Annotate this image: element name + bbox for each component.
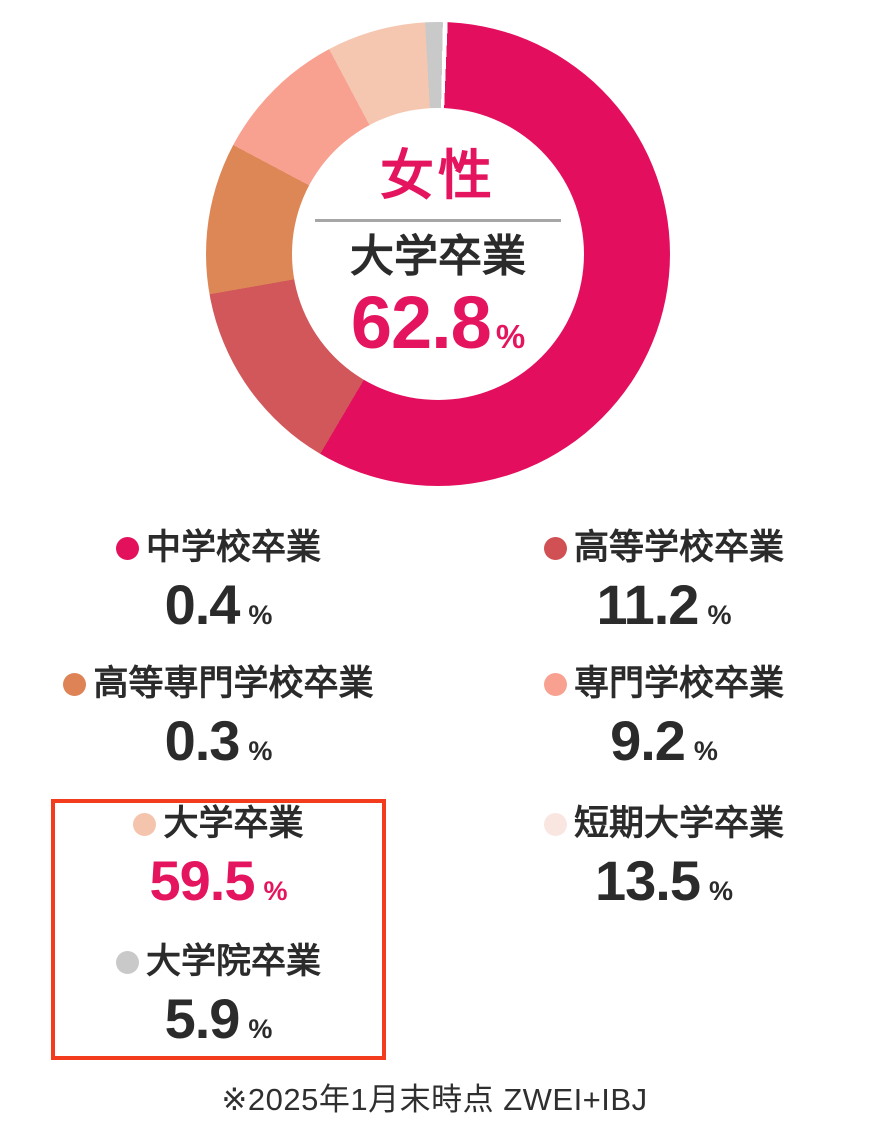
legend-value-unit: % <box>248 1013 273 1044</box>
legend-label: 大学卒業 <box>163 804 304 843</box>
legend-value-number: 0.4 <box>164 572 241 636</box>
legend-swatch-icon <box>63 672 87 696</box>
legend-value: 0.3 % <box>165 709 273 773</box>
legend-value: 5.9 % <box>165 987 273 1051</box>
legend-value-unit: % <box>707 599 732 630</box>
legend-value: 59.5 % <box>149 849 287 913</box>
footnote: ※2025年1月末時点 ZWEI+IBJ <box>221 1082 648 1117</box>
legend-item-junior-college: 短期大学卒業 13.5 % <box>460 802 868 913</box>
legend-value: 11.2 % <box>597 573 732 637</box>
legend-label-row: 大学卒業 <box>133 802 304 847</box>
legend-swatch-icon <box>543 812 567 836</box>
legend-item-junior-high: 中学校卒業 0.4 % <box>0 526 437 637</box>
legend-swatch-icon <box>115 950 139 974</box>
legend-label: 高等学校卒業 <box>573 528 784 567</box>
donut-center: 女性 大学卒業 62.8 % <box>292 108 584 400</box>
legend-value-number: 0.3 <box>164 708 241 772</box>
legend-label-row: 中学校卒業 <box>115 526 321 571</box>
legend-value-number: 5.9 <box>164 986 241 1050</box>
legend-label: 中学校卒業 <box>145 528 321 567</box>
legend-value: 0.4 % <box>165 573 273 637</box>
donut-chart: 女性 大学卒業 62.8 % <box>206 22 670 486</box>
legend-item-graduate-school: 大学院卒業 5.9 % <box>0 940 437 1051</box>
legend-value-unit: % <box>263 875 288 906</box>
legend-label-row: 高等学校卒業 <box>543 526 784 571</box>
legend-label-row: 大学院卒業 <box>115 940 321 985</box>
legend-item-vocational-school: 専門学校卒業 9.2 % <box>460 662 868 773</box>
center-group-label: 女性 <box>380 146 496 207</box>
legend-value-unit: % <box>693 735 718 766</box>
legend-label-row: 専門学校卒業 <box>543 662 784 707</box>
legend-item-technical-college: 高等専門学校卒業 0.3 % <box>0 662 437 773</box>
legend-swatch-icon <box>543 672 567 696</box>
center-divider <box>315 218 561 222</box>
legend-label: 大学院卒業 <box>145 942 321 981</box>
center-value-number: 62.8 <box>350 280 492 364</box>
legend-value-number: 13.5 <box>594 848 701 912</box>
legend-item-university: 大学卒業 59.5 % <box>0 802 437 913</box>
highlight-box <box>51 799 386 1060</box>
legend-label-row: 高等専門学校卒業 <box>63 662 374 707</box>
center-value-unit: % <box>495 317 526 355</box>
legend-label-row: 短期大学卒業 <box>543 802 784 847</box>
legend-value-number: 11.2 <box>596 572 700 636</box>
legend-value: 13.5 % <box>595 849 733 913</box>
legend-label: 高等専門学校卒業 <box>93 664 374 703</box>
legend-label: 短期大学卒業 <box>573 804 784 843</box>
legend-value: 9.2 % <box>610 709 718 773</box>
legend-swatch-icon <box>543 536 567 560</box>
legend-value-unit: % <box>248 599 273 630</box>
legend-value-number: 9.2 <box>610 708 686 772</box>
legend-value-unit: % <box>248 735 273 766</box>
legend-swatch-icon <box>115 536 139 560</box>
legend-value-unit: % <box>708 875 733 906</box>
center-metric-label: 大学卒業 <box>350 231 526 281</box>
center-value: 62.8 % <box>350 280 526 364</box>
legend-label: 専門学校卒業 <box>573 664 784 703</box>
legend-swatch-icon <box>133 812 157 836</box>
legend-value-number: 59.5 <box>149 848 255 912</box>
legend-item-high-school: 高等学校卒業 11.2 % <box>460 526 868 637</box>
